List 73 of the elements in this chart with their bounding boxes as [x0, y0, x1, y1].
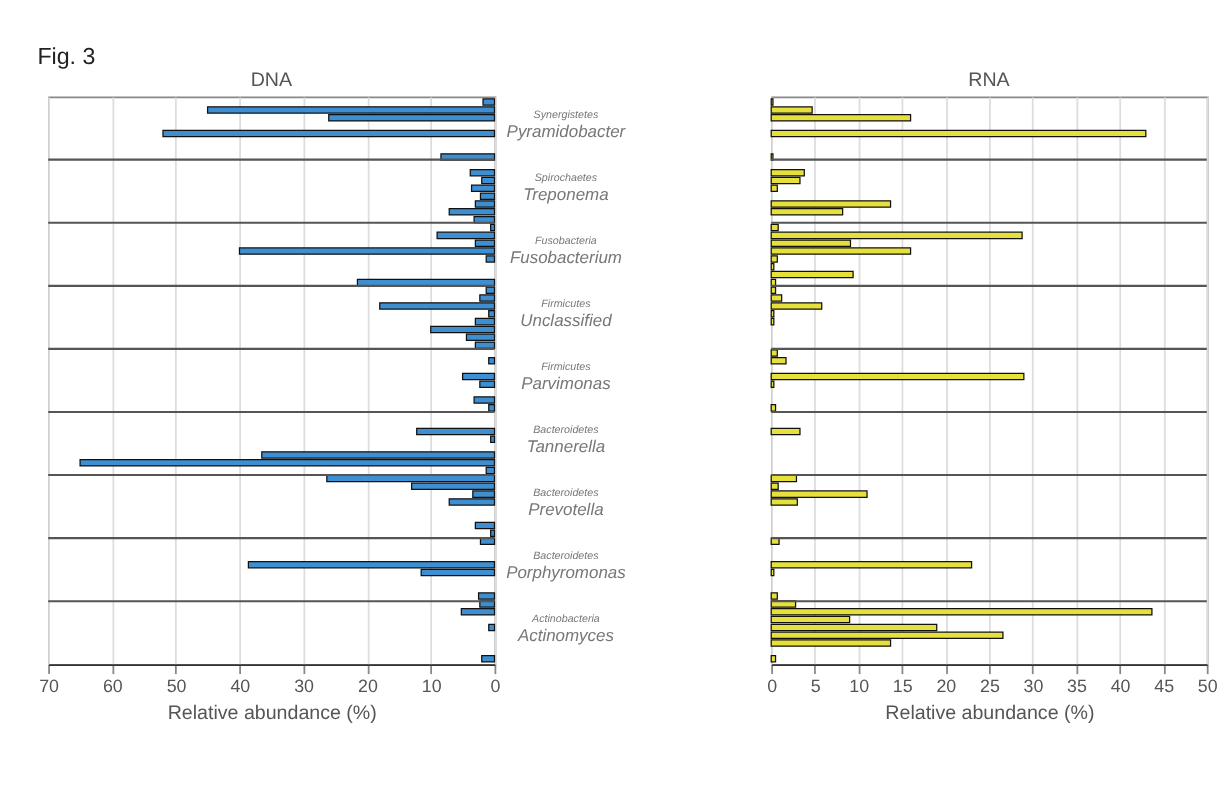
x-tick-label: 0 [767, 675, 778, 696]
text: Tannerella [526, 436, 606, 457]
caption: Fig. 3 [37, 43, 96, 70]
x-tick-label: 70 [39, 675, 60, 696]
text: Porphyromonas [506, 562, 628, 583]
bar [488, 357, 496, 365]
x-tick-label: 40 [230, 675, 251, 696]
x-tick-label: 10 [421, 675, 442, 696]
x-axis-title: Relative abundance (%) [885, 702, 1095, 725]
x-tick-label: 40 [1110, 675, 1131, 696]
bar [379, 302, 496, 310]
bar [770, 655, 777, 663]
text: Fusobacterium [509, 246, 622, 267]
bar [460, 607, 496, 616]
bar [79, 458, 496, 467]
x-tick-label: 30 [294, 675, 315, 696]
bar [238, 247, 496, 255]
bar [206, 106, 496, 114]
x-tick-label: 20 [357, 675, 378, 696]
bar [477, 592, 496, 600]
bar [770, 200, 892, 208]
text: Parvimonas [521, 372, 613, 393]
x-tick-label: 0 [490, 675, 501, 696]
bar [770, 302, 823, 310]
bar [416, 427, 496, 436]
bar [770, 372, 1025, 381]
bar [770, 231, 1023, 240]
bar [481, 655, 496, 663]
text: Actinomyces [515, 625, 616, 646]
bar [770, 631, 1004, 640]
x-tick-label: 30 [1023, 675, 1044, 696]
bar [469, 168, 496, 177]
bar [470, 184, 496, 193]
bar [770, 560, 973, 569]
bar [479, 192, 496, 200]
bar [247, 560, 496, 569]
bar [770, 247, 912, 255]
text: Treponema [523, 183, 610, 204]
bar [770, 129, 1147, 138]
x-tick-label: 10 [849, 675, 870, 696]
x-tick-label: 50 [166, 675, 187, 696]
bar [473, 396, 496, 404]
text: Prevotella [528, 499, 605, 520]
x-tick-label: 15 [892, 675, 913, 696]
bar [770, 357, 787, 365]
bar [770, 427, 801, 436]
x-axis-title: Relative abundance (%) [167, 702, 377, 725]
bar [162, 129, 496, 138]
bar [436, 231, 496, 240]
bar [448, 208, 496, 216]
bar [474, 341, 496, 349]
bar [770, 113, 912, 122]
chart-title: RNA [968, 69, 1011, 92]
bar [770, 490, 868, 498]
bar [770, 607, 1153, 616]
text: Pyramidobacter [506, 120, 628, 141]
x-tick-label: 5 [810, 675, 821, 696]
x-tick-label: 45 [1154, 675, 1175, 696]
bar [488, 623, 496, 632]
x-tick-label: 60 [102, 675, 123, 696]
x-tick-label: 35 [1067, 675, 1087, 696]
chart-title: DNA [250, 69, 293, 92]
bar [770, 270, 854, 279]
text: Unclassified [520, 309, 613, 330]
bar [461, 372, 496, 381]
x-tick-label: 20 [936, 675, 957, 696]
bar [770, 168, 805, 177]
bar [448, 498, 496, 506]
bar [770, 176, 801, 185]
bar [474, 521, 496, 530]
bar [430, 325, 496, 334]
x-tick-label: 50 [1197, 675, 1218, 696]
x-tick-label: 25 [979, 675, 1000, 696]
